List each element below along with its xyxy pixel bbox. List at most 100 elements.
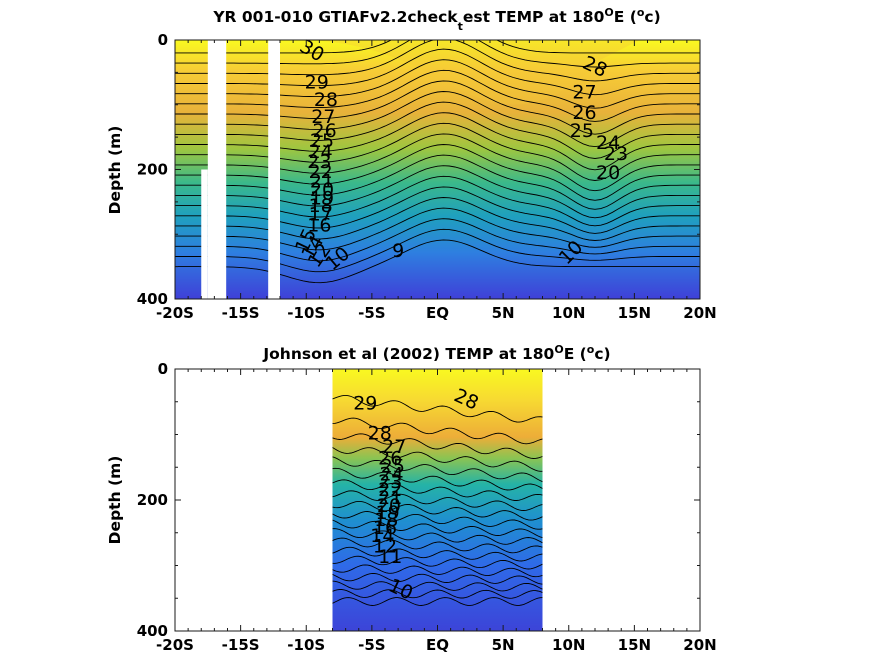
y-axis: 0 200 400 — [137, 360, 700, 640]
contour-line — [332, 467, 543, 491]
temperature-field — [175, 40, 700, 299]
contour-line — [175, 122, 700, 181]
missing-data-column — [207, 40, 227, 299]
contour-label: 26 — [378, 448, 402, 470]
contour-line — [332, 479, 543, 501]
chart-title: Johnson et al (2002) TEMP at 180OE (oc) — [262, 343, 610, 363]
contour-label: 29 — [305, 72, 329, 94]
y-tick-label: 200 — [137, 491, 168, 509]
x-tick-label: -5S — [358, 636, 385, 654]
contour-label: 27 — [311, 106, 335, 128]
contour-label: 12 — [373, 535, 397, 557]
contour-line — [175, 40, 700, 68]
contour-line — [332, 564, 543, 578]
contour-label: 9 — [392, 240, 404, 262]
contour-label: 17 — [309, 204, 333, 226]
y-axis-label: Depth (m) — [106, 456, 124, 545]
y-axis: 0 200 400 — [137, 31, 700, 308]
contour-line — [175, 207, 700, 251]
contour-label: 26 — [313, 120, 337, 142]
contour-label: 14 — [370, 525, 394, 547]
contour-line — [332, 597, 543, 606]
contour-label: 20 — [377, 495, 401, 517]
contour-line — [332, 394, 543, 423]
contour-label: 29 — [353, 393, 377, 415]
contour-label: 26 — [572, 102, 596, 124]
contour-line — [332, 528, 543, 545]
x-axis: -20S -15S -10S -5S EQ 5N 10N 15N 20N — [156, 369, 717, 654]
contour-label: 24 — [309, 141, 333, 163]
x-tick-label: -20S — [156, 304, 194, 322]
contour-line — [332, 511, 543, 530]
contour-label: 21 — [310, 171, 334, 193]
bottom-panel: Johnson et al (2002) TEMP at 180OE (oc) … — [106, 343, 717, 654]
contour-label: 21 — [378, 487, 402, 509]
contour-label: 20 — [596, 162, 620, 184]
contour-label: 28 — [368, 423, 392, 445]
contour-line — [175, 197, 700, 241]
contour-label: 25 — [310, 130, 334, 152]
contour-line — [175, 154, 700, 210]
temperature-field — [332, 369, 543, 631]
contour-label: 22 — [309, 161, 333, 183]
field — [332, 369, 543, 631]
contour-line — [175, 144, 700, 201]
contour-lines — [332, 394, 543, 606]
warm-pool-shading — [300, 40, 640, 105]
y-tick-label: 400 — [137, 290, 168, 308]
contour-label: 25 — [381, 455, 405, 477]
contour-label: 19 — [310, 187, 334, 209]
missing-data-columns — [201, 40, 280, 299]
contour-line — [332, 417, 543, 445]
contour-line — [332, 519, 543, 539]
contour-label: 22 — [378, 479, 402, 501]
contour-label: 24 — [596, 132, 620, 154]
contour-line — [175, 59, 700, 109]
missing-data-column — [201, 169, 208, 299]
y-tick-label: 0 — [158, 360, 168, 378]
y-axis-label: Depth (m) — [106, 126, 124, 215]
x-tick-label: 15N — [618, 636, 651, 654]
y-tick-label: 0 — [158, 31, 168, 49]
contour-label: 18 — [309, 195, 333, 217]
contour-label: 24 — [379, 463, 403, 485]
contour-label: 20 — [310, 179, 334, 201]
contour-line — [175, 186, 700, 234]
x-tick-label: 5N — [492, 304, 515, 322]
contour-line — [175, 218, 700, 262]
x-tick-label: 20N — [683, 636, 716, 654]
contour-line — [332, 447, 543, 472]
contour-line — [175, 48, 700, 96]
y-tick-label: 400 — [137, 622, 168, 640]
contour-label: 16 — [307, 215, 331, 237]
contour-line — [175, 133, 700, 192]
x-tick-label: 5N — [492, 636, 515, 654]
contour-label: 16 — [373, 517, 397, 539]
x-tick-label: -10S — [287, 304, 325, 322]
x-tick-label: 10N — [552, 304, 585, 322]
contour-line — [175, 112, 700, 171]
contour-line — [175, 69, 700, 122]
x-tick-label: -5S — [358, 304, 385, 322]
x-tick-label: EQ — [426, 304, 449, 322]
contour-line — [332, 546, 543, 562]
x-tick-label: EQ — [426, 636, 449, 654]
contour-line — [332, 456, 543, 483]
contour-line — [175, 91, 700, 148]
contour-line — [175, 175, 700, 227]
contour-label: 23 — [378, 471, 402, 493]
contour-label: 19 — [376, 502, 400, 524]
contour-label: 18 — [374, 509, 398, 531]
contour-label: 11 — [378, 546, 402, 568]
contour-line — [175, 165, 700, 219]
x-tick-label: 10N — [552, 636, 585, 654]
x-tick-label: -15S — [222, 304, 260, 322]
y-tick-label: 200 — [137, 161, 168, 179]
x-tick-label: -10S — [287, 636, 325, 654]
contour-line — [175, 101, 700, 159]
contour-line — [332, 537, 543, 554]
contour-label: 25 — [570, 120, 594, 142]
x-tick-label: -15S — [222, 636, 260, 654]
x-tick-label: -20S — [156, 636, 194, 654]
contour-line — [332, 572, 543, 585]
